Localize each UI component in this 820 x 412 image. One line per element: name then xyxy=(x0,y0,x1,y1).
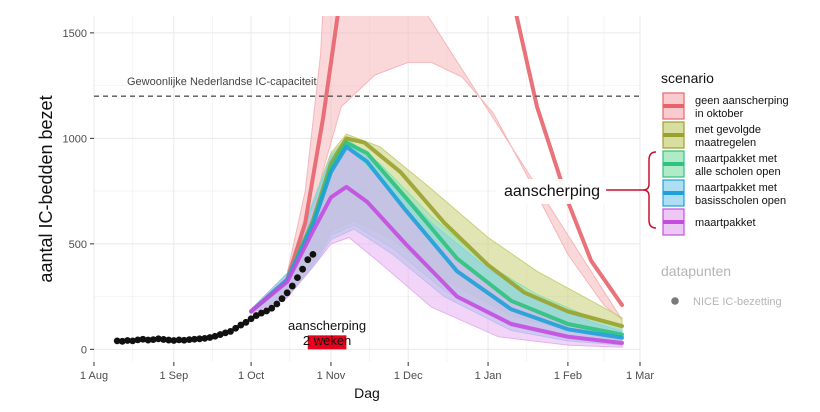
data-point-6 xyxy=(144,336,152,344)
x-tick-label-6: 1 Feb xyxy=(554,370,582,382)
data-point-34 xyxy=(288,282,296,290)
legend-label-2-line2: maatregelen xyxy=(695,137,756,149)
scenario-medians xyxy=(249,16,624,345)
nice-data-points xyxy=(113,251,317,345)
y-tick-label-1500: 1500 xyxy=(63,28,87,40)
aanscherping-annotation: aanscherping 2 weken xyxy=(288,318,366,350)
data-point-5 xyxy=(139,335,147,343)
y-axis-label: aantal IC-bedden bezet xyxy=(36,95,56,282)
data-point-4 xyxy=(134,336,142,344)
aanscherping-period-bar xyxy=(307,335,347,350)
data-point-37 xyxy=(304,256,312,264)
data-point-24 xyxy=(237,321,245,329)
data-point-3 xyxy=(129,337,137,345)
scenario-5-median xyxy=(249,184,624,345)
aanscherping-duration-text: 2 weken xyxy=(303,333,351,348)
capacity-label: Gewoonlijke Nederlandse IC-capaciteit xyxy=(127,76,317,88)
data-point-8 xyxy=(154,335,162,343)
data-point-1 xyxy=(118,337,126,345)
x-tick-label-2: 1 Oct xyxy=(238,370,264,382)
x-axis-ticks: 1 Aug 1 Sep 1 Oct 1 Nov 1 Dec 1 Jan 1 Feb 1 Mar xyxy=(80,362,654,382)
data-point-36 xyxy=(299,265,307,273)
data-point-23 xyxy=(232,324,240,332)
y-axis-ticks: 0 500 1000 1500 xyxy=(63,28,94,356)
data-point-31 xyxy=(273,300,281,308)
data-point-38 xyxy=(309,251,317,258)
data-point-12 xyxy=(175,336,183,344)
data-point-29 xyxy=(263,307,270,315)
bracket-label: aanscherping xyxy=(504,183,600,200)
x-axis-label: Dag xyxy=(354,385,380,401)
scenario-4-median xyxy=(249,144,624,340)
x-tick-label-5: 1 Jan xyxy=(475,370,502,382)
x-tick-label-4: 1 Dec xyxy=(394,370,423,382)
data-point-18 xyxy=(206,334,214,341)
data-point-11 xyxy=(170,337,178,344)
legend-label-3-line2: alle scholen open xyxy=(695,166,781,178)
data-point-13 xyxy=(180,336,188,344)
legend-label-4: maartpakket met xyxy=(695,182,777,194)
capacity-group: Gewoonlijke Nederlandse IC-capaciteit xyxy=(94,76,640,97)
x-tick-label-0: 1 Aug xyxy=(80,370,108,382)
data-point-35 xyxy=(294,274,301,282)
data-point-14 xyxy=(185,336,193,344)
legend-points-key xyxy=(671,297,679,305)
y-tick-label-0: 0 xyxy=(81,344,87,356)
data-point-19 xyxy=(211,332,219,340)
legend-items: geen aanscherping in oktober met gevolgde… xyxy=(662,92,789,236)
data-point-26 xyxy=(247,315,255,323)
scenario-1-band xyxy=(286,16,623,321)
data-point-25 xyxy=(242,318,250,326)
x-tick-label-1: 1 Sep xyxy=(159,370,188,382)
legend-label-3: maartpakket met xyxy=(695,153,777,165)
data-point-2 xyxy=(124,337,131,344)
data-point-22 xyxy=(227,328,234,335)
data-point-27 xyxy=(252,312,260,319)
bracket-label-background xyxy=(496,179,609,204)
legend-label-2: met gevolgde xyxy=(695,124,761,136)
data-point-33 xyxy=(283,289,291,297)
bracket-group: aanscherping xyxy=(496,151,657,229)
legend-label-1: geen aanscherping xyxy=(695,95,789,107)
legend: scenario geen aanscherping in oktober met… xyxy=(661,70,789,308)
legend-points-title: datapunten xyxy=(661,263,731,279)
data-point-30 xyxy=(268,304,276,312)
data-point-7 xyxy=(149,336,157,344)
aanscherping-text: aanscherping xyxy=(288,318,366,333)
data-point-28 xyxy=(258,309,265,317)
data-point-10 xyxy=(165,336,173,344)
data-point-15 xyxy=(191,335,198,343)
legend-label-5: maartpakket xyxy=(695,217,756,229)
legend-label-4-line2: basisscholen open xyxy=(695,195,786,207)
data-point-0 xyxy=(113,337,121,345)
data-point-17 xyxy=(201,334,209,342)
y-tick-label-1000: 1000 xyxy=(63,133,87,145)
scenario-1-median xyxy=(285,16,624,307)
data-point-16 xyxy=(196,335,203,343)
x-tick-label-3: 1 Nov xyxy=(317,370,346,382)
data-point-20 xyxy=(216,331,224,338)
legend-title: scenario xyxy=(661,70,714,86)
legend-points-label: NICE IC-bezetting xyxy=(693,296,782,308)
x-tick-label-7: 1 Mar xyxy=(626,370,654,382)
legend-label-1-line2: in oktober xyxy=(695,108,744,120)
bracket-path xyxy=(606,151,657,229)
data-point-32 xyxy=(278,295,286,303)
y-tick-label-500: 500 xyxy=(69,239,87,251)
data-point-21 xyxy=(221,329,229,337)
data-point-9 xyxy=(160,336,167,343)
